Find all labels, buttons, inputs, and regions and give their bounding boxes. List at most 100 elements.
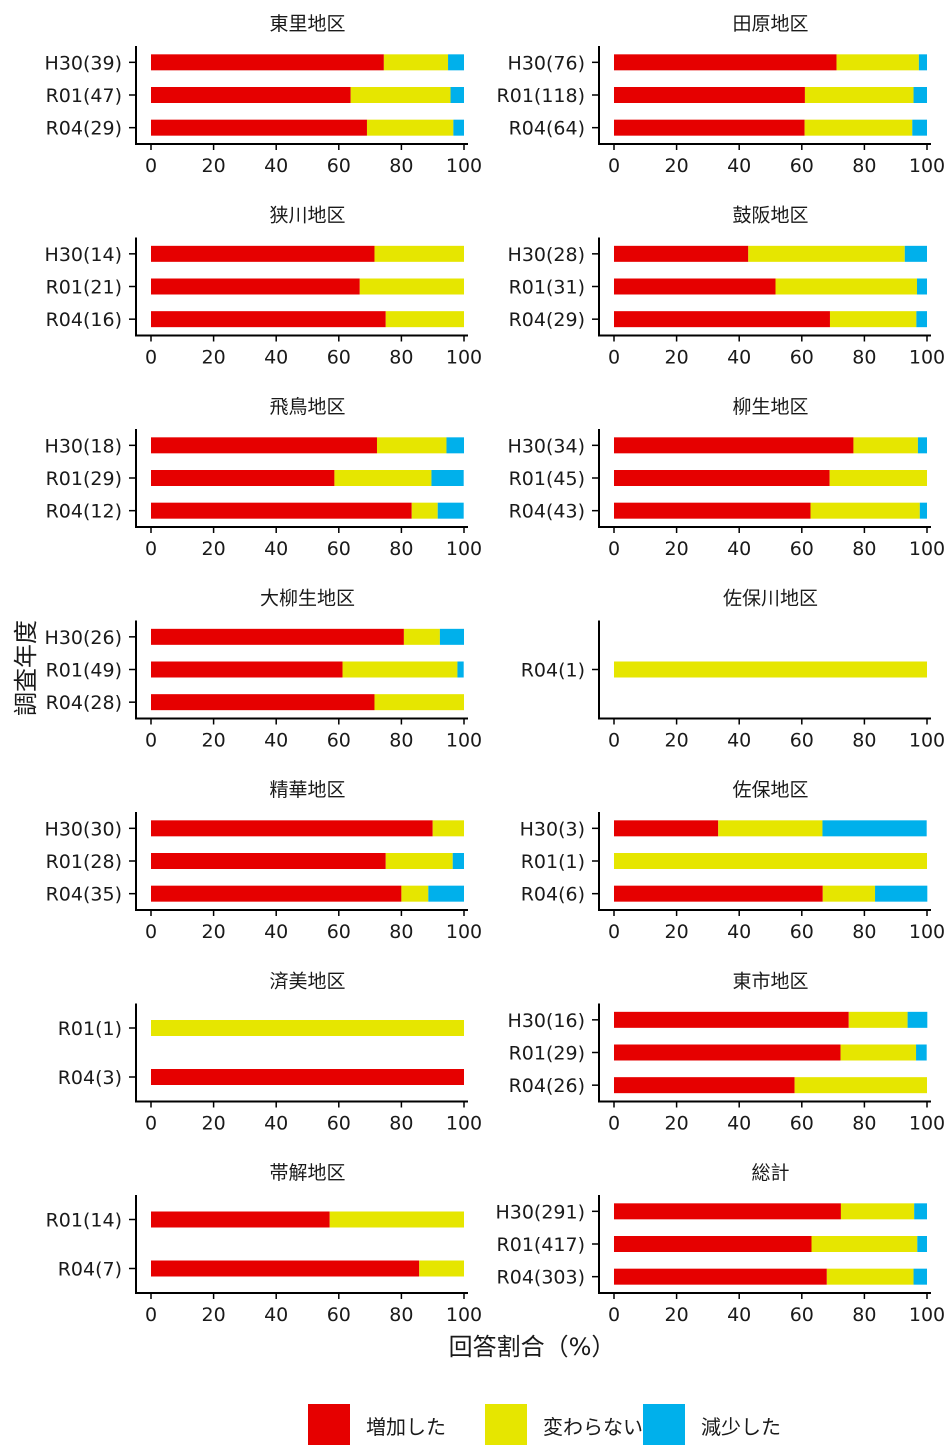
bar-segment-same [836, 54, 919, 71]
category-label: H30(14) [45, 244, 122, 266]
panel-13: 帯解地区 0 20 40 60 80 100 R01(14) R04(7) [46, 1162, 483, 1326]
bar-segment-increase [151, 87, 351, 103]
bar-segment-increase [151, 54, 384, 71]
x-tick-label: 60 [327, 921, 351, 943]
bar-segment-increase [614, 54, 837, 71]
bar-segment-same [385, 311, 464, 328]
x-tick-label: 60 [327, 155, 351, 177]
bar-segment-increase [614, 885, 823, 902]
bar-segment-same [329, 1211, 464, 1228]
bar-segment-same [419, 1260, 464, 1277]
panel-5: 飛鳥地区 0 20 40 60 80 100 H30(18) R01(29) R04(12) [45, 396, 483, 560]
bar-segment-same [804, 119, 913, 136]
x-tick-label: 40 [264, 155, 288, 177]
panel-8: 佐保川地区 0 20 40 60 80 100 R04(1) [521, 588, 945, 752]
legend-swatch [643, 1404, 685, 1446]
x-tick-label: 0 [608, 155, 620, 177]
bar-segment-same [151, 1020, 464, 1036]
x-tick-label: 60 [327, 1304, 351, 1326]
category-label: H30(76) [508, 52, 585, 74]
bar-segment-decrease [918, 54, 927, 71]
x-tick-label: 100 [909, 1304, 945, 1326]
x-tick-label: 20 [202, 155, 226, 177]
x-tick-label: 40 [264, 730, 288, 752]
bar-segment-same [718, 820, 823, 837]
x-tick-label: 80 [389, 1304, 413, 1326]
x-tick-label: 100 [446, 921, 482, 943]
bar-segment-same [411, 502, 438, 519]
category-label: R04(43) [509, 501, 585, 523]
category-label: R04(7) [58, 1259, 122, 1281]
bar-segment-increase [151, 278, 360, 295]
bar-segment-increase [151, 437, 377, 454]
bar-segment-increase [614, 119, 805, 136]
x-tick-label: 0 [145, 155, 157, 177]
bar-segment-increase [614, 437, 854, 454]
x-tick-label: 0 [145, 347, 157, 369]
panel-1: 東里地区 0 20 40 60 80 100 H30(39) R01(47) R04(29) [45, 13, 483, 177]
bar-segment-increase [614, 1236, 812, 1252]
panel-11: 済美地区 0 20 40 60 80 100 R01(1) R04(3) [58, 971, 482, 1135]
panel-title: 鼓阪地区 [732, 205, 808, 227]
x-tick-label: 100 [446, 730, 482, 752]
bar-segment-same [359, 278, 464, 295]
category-label: R01(29) [46, 468, 122, 490]
bar-segment-increase [614, 1077, 795, 1094]
x-tick-label: 40 [727, 1113, 751, 1135]
x-tick-label: 100 [446, 538, 482, 560]
category-label: R04(12) [46, 501, 122, 523]
bar-segment-decrease [875, 885, 928, 902]
x-tick-label: 80 [389, 347, 413, 369]
category-label: H30(34) [508, 435, 585, 457]
x-tick-label: 40 [727, 347, 751, 369]
panel-title: 帯解地区 [269, 1162, 345, 1184]
x-tick-label: 0 [608, 347, 620, 369]
category-label: R04(35) [46, 884, 122, 906]
x-tick-label: 0 [145, 1113, 157, 1135]
x-tick-label: 80 [389, 538, 413, 560]
category-label: R01(45) [509, 468, 585, 490]
x-tick-label: 60 [327, 1113, 351, 1135]
x-tick-label: 80 [389, 921, 413, 943]
category-label: H30(18) [45, 435, 122, 457]
x-tick-label: 60 [790, 921, 814, 943]
x-tick-label: 0 [608, 1304, 620, 1326]
x-tick-label: 60 [790, 1304, 814, 1326]
category-label: R01(49) [46, 660, 122, 682]
bar-segment-same [614, 661, 927, 678]
bar-segment-same [350, 87, 451, 103]
category-label: R04(64) [509, 118, 585, 140]
bar-segment-increase [151, 628, 404, 645]
category-label: R04(303) [497, 1267, 585, 1289]
bar-segment-increase [151, 885, 402, 902]
category-label: R01(29) [509, 1043, 585, 1065]
bar-segment-same [374, 694, 464, 711]
x-tick-label: 40 [727, 538, 751, 560]
legend-swatch [485, 1404, 527, 1446]
bar-segment-same [334, 470, 432, 486]
category-label: H30(291) [495, 1201, 585, 1223]
x-tick-label: 40 [264, 921, 288, 943]
x-tick-label: 100 [446, 1304, 482, 1326]
x-tick-label: 60 [790, 730, 814, 752]
x-tick-label: 100 [909, 730, 945, 752]
bar-segment-decrease [914, 1203, 927, 1220]
panel-title: 佐保地区 [732, 779, 808, 801]
bar-segment-increase [151, 1260, 420, 1277]
panel-title: 大柳生地区 [260, 588, 355, 610]
x-tick-label: 100 [909, 155, 945, 177]
x-tick-label: 0 [608, 730, 620, 752]
x-tick-label: 100 [446, 155, 482, 177]
x-tick-label: 60 [327, 538, 351, 560]
x-tick-label: 60 [327, 730, 351, 752]
legend-label: 変わらない [543, 1415, 643, 1439]
bar-segment-decrease [916, 1044, 927, 1061]
bar-segment-increase [151, 661, 343, 678]
bar-segment-same [376, 437, 447, 454]
x-tick-label: 60 [790, 347, 814, 369]
panel-2: 田原地区 0 20 40 60 80 100 H30(76) R01(118) R04(64) [497, 13, 946, 177]
bar-segment-increase [151, 119, 367, 136]
bar-segment-increase [151, 694, 375, 711]
